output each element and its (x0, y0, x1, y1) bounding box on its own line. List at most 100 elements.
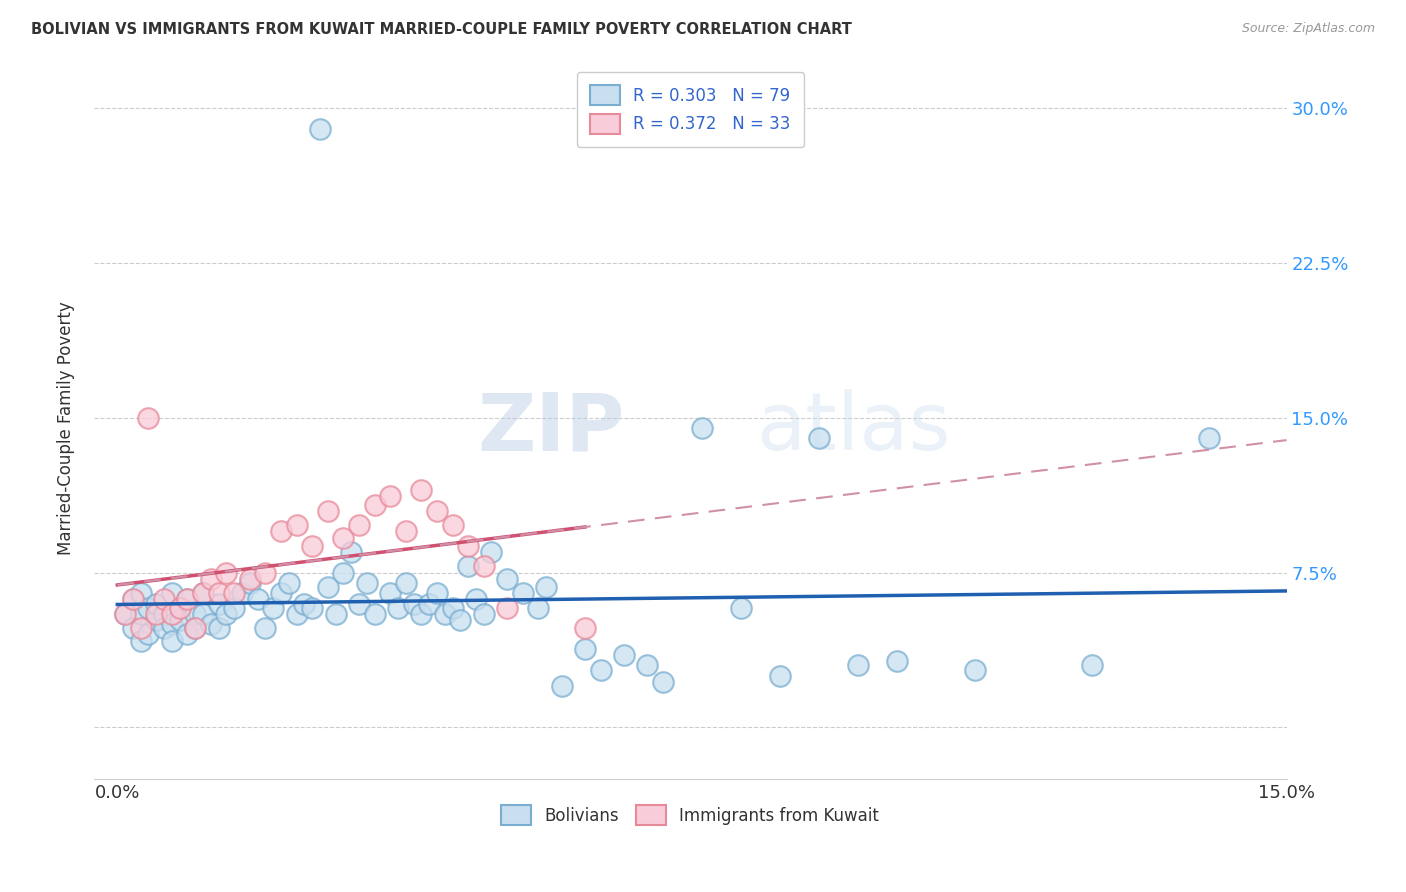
Bolivians (176, 627, 198, 641)
Bolivians (129, 586, 152, 600)
Bolivians (160, 633, 183, 648)
Immigrants from Kuwait (395, 524, 418, 539)
Immigrants from Kuwait (215, 566, 238, 580)
Bolivians (316, 580, 339, 594)
Bolivians (208, 621, 231, 635)
Immigrants from Kuwait (145, 607, 167, 621)
Bolivians (301, 600, 323, 615)
Immigrants from Kuwait (457, 539, 479, 553)
Immigrants from Kuwait (138, 410, 160, 425)
Immigrants from Kuwait (224, 586, 246, 600)
Bolivians (363, 607, 385, 621)
Immigrants from Kuwait (411, 483, 433, 497)
Immigrants from Kuwait (191, 586, 214, 600)
Bolivians (378, 586, 401, 600)
Bolivians (534, 580, 557, 594)
Immigrants from Kuwait (208, 586, 231, 600)
Bolivians (176, 592, 198, 607)
Bolivians (340, 545, 363, 559)
Bolivians (402, 597, 425, 611)
Bolivians (239, 575, 262, 590)
Immigrants from Kuwait (378, 489, 401, 503)
Immigrants from Kuwait (169, 600, 191, 615)
Bolivians (886, 654, 908, 668)
Bolivians (457, 559, 479, 574)
Bolivians (277, 575, 299, 590)
Immigrants from Kuwait (176, 592, 198, 607)
Immigrants from Kuwait (184, 621, 207, 635)
Text: Source: ZipAtlas.com: Source: ZipAtlas.com (1241, 22, 1375, 36)
Immigrants from Kuwait (200, 572, 222, 586)
Immigrants from Kuwait (441, 518, 464, 533)
Bolivians (1080, 658, 1102, 673)
Bolivians (496, 572, 519, 586)
Bolivians (114, 607, 136, 621)
Immigrants from Kuwait (574, 621, 596, 635)
Bolivians (129, 607, 152, 621)
Bolivians (145, 597, 167, 611)
Bolivians (418, 597, 440, 611)
Bolivians (200, 617, 222, 632)
Bolivians (449, 613, 471, 627)
Bolivians (1198, 432, 1220, 446)
Bolivians (426, 586, 449, 600)
Bolivians (129, 633, 152, 648)
Bolivians (153, 607, 176, 621)
Bolivians (846, 658, 869, 673)
Bolivians (387, 600, 409, 615)
Bolivians (589, 663, 612, 677)
Bolivians (963, 663, 986, 677)
Bolivians (184, 607, 207, 621)
Bolivians (769, 669, 792, 683)
Bolivians (472, 607, 495, 621)
Bolivians (807, 432, 830, 446)
Text: ZIP: ZIP (478, 389, 624, 467)
Bolivians (153, 621, 176, 635)
Bolivians (690, 421, 713, 435)
Bolivians (224, 600, 246, 615)
Y-axis label: Married-Couple Family Poverty: Married-Couple Family Poverty (58, 301, 75, 555)
Bolivians (411, 607, 433, 621)
Bolivians (395, 575, 418, 590)
Immigrants from Kuwait (301, 539, 323, 553)
Immigrants from Kuwait (426, 504, 449, 518)
Immigrants from Kuwait (270, 524, 292, 539)
Bolivians (292, 597, 315, 611)
Immigrants from Kuwait (153, 592, 176, 607)
Bolivians (270, 586, 292, 600)
Bolivians (122, 592, 145, 607)
Bolivians (481, 545, 503, 559)
Text: BOLIVIAN VS IMMIGRANTS FROM KUWAIT MARRIED-COUPLE FAMILY POVERTY CORRELATION CHA: BOLIVIAN VS IMMIGRANTS FROM KUWAIT MARRI… (31, 22, 852, 37)
Immigrants from Kuwait (239, 572, 262, 586)
Immigrants from Kuwait (285, 518, 308, 533)
Bolivians (527, 600, 550, 615)
Bolivians (347, 597, 370, 611)
Bolivians (574, 642, 596, 657)
Bolivians (356, 575, 378, 590)
Immigrants from Kuwait (316, 504, 339, 518)
Immigrants from Kuwait (496, 600, 519, 615)
Immigrants from Kuwait (114, 607, 136, 621)
Bolivians (464, 592, 486, 607)
Bolivians (215, 607, 238, 621)
Text: atlas: atlas (756, 389, 950, 467)
Immigrants from Kuwait (363, 498, 385, 512)
Bolivians (122, 621, 145, 635)
Bolivians (332, 566, 354, 580)
Immigrants from Kuwait (160, 607, 183, 621)
Bolivians (160, 617, 183, 632)
Immigrants from Kuwait (347, 518, 370, 533)
Bolivians (254, 621, 277, 635)
Bolivians (169, 600, 191, 615)
Immigrants from Kuwait (472, 559, 495, 574)
Bolivians (145, 613, 167, 627)
Bolivians (246, 592, 269, 607)
Bolivians (325, 607, 347, 621)
Immigrants from Kuwait (129, 621, 152, 635)
Bolivians (512, 586, 534, 600)
Bolivians (285, 607, 308, 621)
Bolivians (550, 679, 572, 693)
Bolivians (613, 648, 636, 662)
Immigrants from Kuwait (254, 566, 277, 580)
Bolivians (191, 607, 214, 621)
